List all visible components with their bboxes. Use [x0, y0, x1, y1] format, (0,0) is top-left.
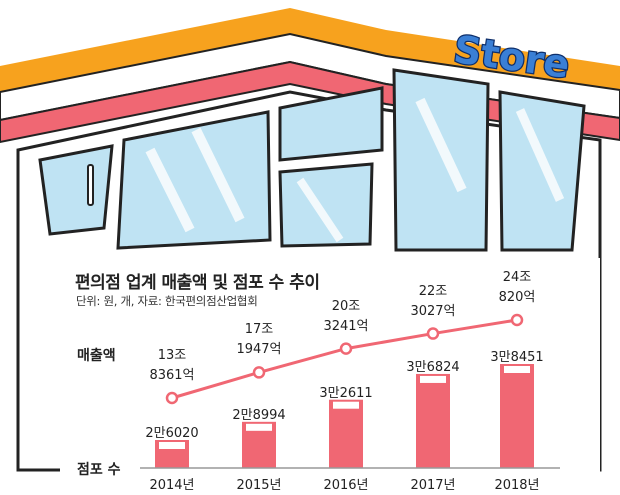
bar-0: [155, 440, 189, 468]
glass-highlight: [145, 147, 195, 233]
chart-title: 편의점 업계 매출액 및 점포 수 추이: [75, 273, 320, 293]
bar-1-cap: [246, 423, 272, 431]
sales-label-line: 22조: [418, 283, 448, 299]
series-label-stores: 점포 수: [77, 462, 121, 478]
bar-1-label: 2만8994: [232, 407, 286, 423]
bar-2: [329, 399, 363, 468]
glass-highlight: [296, 177, 344, 243]
sales-label-line: 20조: [331, 298, 361, 314]
store-window: [498, 90, 586, 252]
door-handle: [87, 164, 94, 206]
series-label-sales: 매출액: [77, 348, 116, 364]
store-window: [278, 86, 384, 162]
roof-orange-stripe: [0, 8, 620, 92]
x-tick-1: 2015년: [236, 478, 282, 493]
roof-pink-stripe: [0, 60, 620, 144]
bar-0-label: 2만6020: [145, 426, 199, 441]
bar-3-label: 3만6824: [406, 359, 460, 375]
x-tick-3: 2017년: [410, 478, 456, 493]
sales-point-0-label: 13조 8361억: [149, 346, 194, 386]
bar-3: [416, 373, 450, 468]
bar-4: [500, 364, 534, 468]
bar-1: [242, 421, 276, 468]
bar-4-cap: [504, 366, 530, 373]
sales-label-line: 8361억: [149, 368, 195, 383]
sales-point-3: [426, 327, 440, 340]
bar-series-stores: [155, 364, 534, 468]
bar-2-cap: [333, 401, 359, 409]
sales-point-3-label: 22조 3027억: [410, 282, 455, 322]
sales-point-1-label: 17조 1947억: [236, 320, 281, 360]
sales-point-4: [510, 313, 524, 327]
bar-2-label: 3만2611: [319, 385, 373, 401]
x-tick-4: 2018년: [494, 478, 540, 493]
x-tick-2: 2016년: [323, 478, 369, 493]
sales-label-line: 3241억: [323, 318, 369, 334]
bar-0-cap: [159, 442, 185, 449]
sales-point-2: [339, 342, 353, 355]
sales-label-line: 1947억: [236, 342, 282, 358]
sales-label-line: 820억: [498, 290, 536, 305]
store-window: [392, 68, 490, 252]
sales-label-line: 3027억: [410, 303, 456, 319]
line-series-sales: [165, 313, 524, 405]
sales-label-line: 13조: [157, 348, 187, 363]
store-window: [38, 144, 114, 236]
bar-4-body: [500, 364, 534, 468]
x-tick-0: 2014년: [149, 478, 195, 493]
sales-label-line: 24조: [502, 270, 532, 285]
bar-3-body: [416, 373, 450, 468]
glass-highlight: [191, 127, 245, 223]
sales-label-line: 17조: [244, 322, 274, 338]
glass-highlight: [515, 108, 565, 202]
sales-point-1: [252, 366, 266, 379]
bar-2-body: [329, 399, 363, 468]
glass-highlight: [415, 97, 467, 193]
sales-point-2-label: 20조 3241억: [323, 297, 368, 337]
bar-3-cap: [420, 375, 446, 383]
sales-point-0: [165, 391, 179, 405]
chart-source: 단위: 원, 개, 자료: 한국편의점산업협회: [76, 294, 258, 308]
sales-point-4-label: 24조 820억: [499, 268, 536, 308]
store-window: [278, 162, 374, 248]
bar-4-label: 3만8451: [490, 350, 544, 365]
